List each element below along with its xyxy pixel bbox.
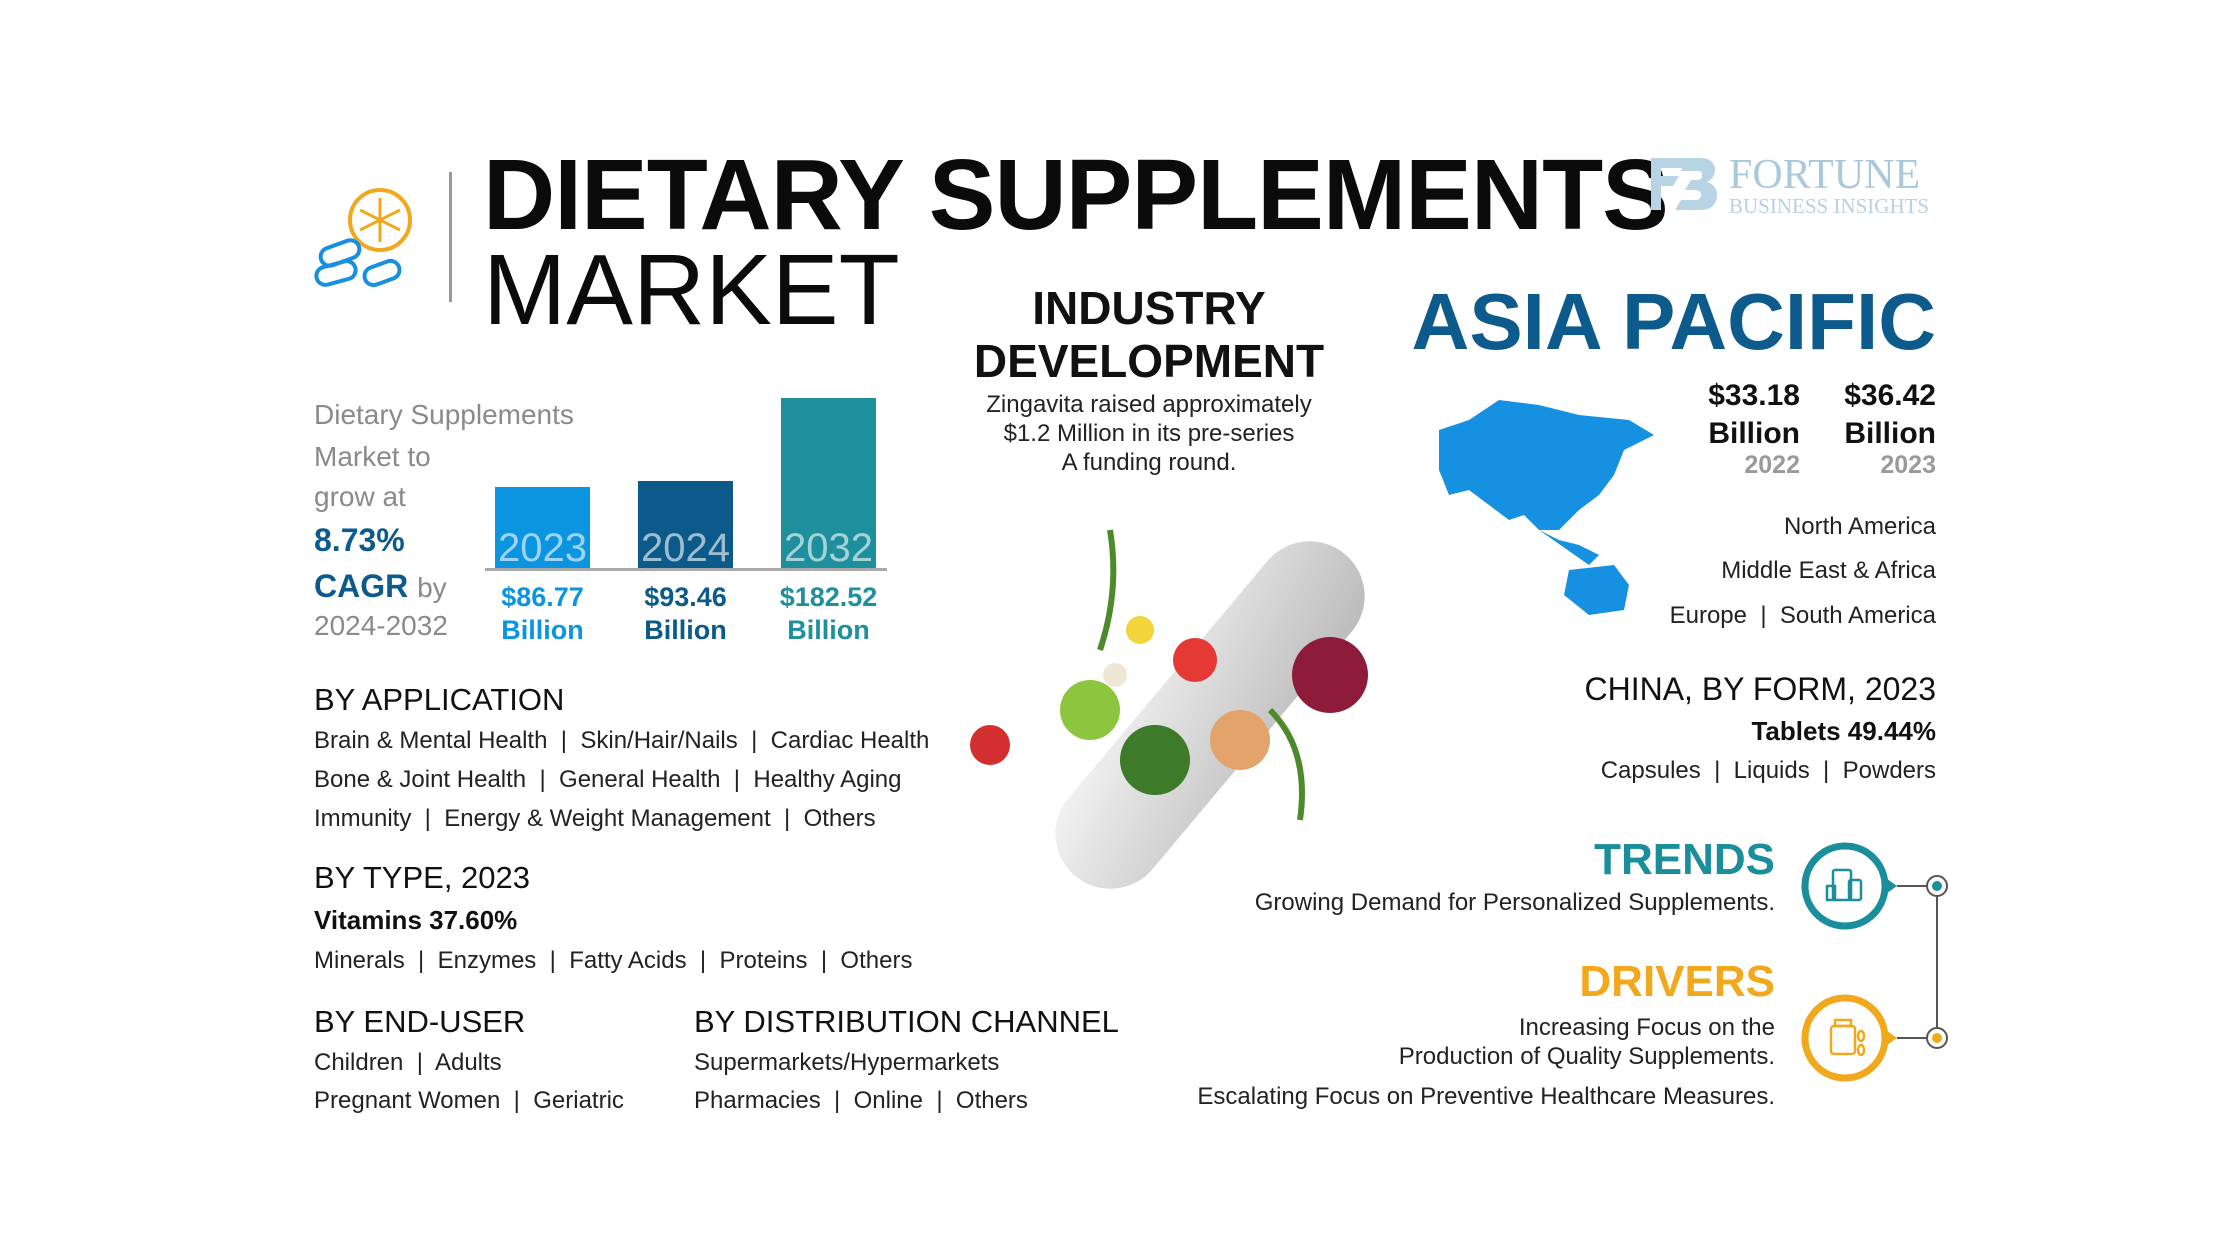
- stat-year-2022: 2022: [1744, 451, 1800, 479]
- page-title: DIETARY SUPPLEMENTS: [483, 139, 1669, 251]
- china-others: Capsules | Liquids | Powders: [1600, 757, 1936, 784]
- bar-value-label: $182.52: [779, 582, 878, 612]
- supplement-jar-icon: [1829, 1018, 1866, 1057]
- cagr-label-row: CAGR by: [314, 570, 447, 602]
- cagr-period: 2024-2032: [314, 610, 448, 641]
- cagr-label: CAGR: [314, 568, 409, 604]
- trends-title: TRENDS: [1594, 835, 1775, 884]
- distribution-line-2: Pharmacies | Online | Others: [694, 1087, 1028, 1114]
- header-divider: [449, 172, 452, 302]
- stat-value-2023: $36.42: [1844, 379, 1936, 412]
- supplement-bottles-icon: [1825, 868, 1863, 902]
- industry-title-2: DEVELOPMENT: [973, 335, 1325, 387]
- stat-year-2023: 2023: [1880, 451, 1936, 479]
- market-size-bar-chart: 2023 $86.77 Billion 2024 $93.46 Billion 2032 $1…: [485, 380, 887, 644]
- end-user-line-2: Pregnant Women | Geriatric: [314, 1087, 624, 1114]
- capsule-with-vegetables-illustration: [970, 529, 1368, 889]
- stat-value-2022: $33.18: [1708, 379, 1800, 412]
- bar-2023: 2023: [495, 487, 590, 568]
- application-line-2: Bone & Joint Health | General Health | H…: [314, 766, 902, 793]
- bar-value-label: $86.77: [501, 582, 584, 612]
- distribution-title: BY DISTRIBUTION CHANNEL: [694, 1004, 1119, 1039]
- type-title: BY TYPE, 2023: [314, 860, 531, 895]
- cagr-value: 8.73%: [314, 522, 405, 558]
- industry-title-1: INDUSTRY: [1032, 282, 1266, 334]
- region-other-1: North America: [1783, 513, 1936, 540]
- drivers-text-1: Increasing Focus on the: [1518, 1014, 1775, 1041]
- industry-text-1: Zingavita raised approximately: [986, 391, 1312, 418]
- asia-pacific-map: [1439, 400, 1654, 615]
- bar-unit-label: Billion: [644, 615, 727, 645]
- timeline-connector: [1801, 842, 1948, 1082]
- supplements-logo-icon: [314, 188, 412, 288]
- brand-name: FORTUNE: [1729, 152, 1921, 198]
- drivers-title: DRIVERS: [1579, 957, 1775, 1006]
- bar-value-label: $93.46: [644, 582, 727, 612]
- application-line-3: Immunity | Energy & Weight Management | …: [314, 805, 876, 832]
- china-title: CHINA, BY FORM, 2023: [1584, 671, 1936, 707]
- growth-text-3: grow at: [314, 481, 406, 512]
- region-other-2: Middle East & Africa: [1721, 557, 1936, 584]
- chart-baseline: [485, 568, 887, 571]
- application-title: BY APPLICATION: [314, 682, 565, 717]
- region-other-3: Europe | South America: [1669, 602, 1936, 629]
- end-user-line-1: Children | Adults: [314, 1049, 502, 1076]
- industry-text-2: $1.2 Million in its pre-series: [1003, 420, 1295, 447]
- application-line-1: Brain & Mental Health | Skin/Hair/Nails …: [314, 727, 930, 754]
- bar-unit-label: Billion: [501, 615, 584, 645]
- distribution-line-1: Supermarkets/Hypermarkets: [694, 1049, 1000, 1076]
- bar-2024: 2024: [638, 480, 733, 570]
- end-user-title: BY END-USER: [314, 1004, 526, 1039]
- drivers-text-3: Escalating Focus on Preventive Healthcar…: [1197, 1083, 1775, 1110]
- region-title: ASIA PACIFIC: [1411, 277, 1936, 366]
- bar-2032: 2032: [781, 398, 876, 568]
- industry-text-3: A funding round.: [1061, 449, 1237, 476]
- brand-logo: FORTUNE BUSINESS INSIGHTS: [1647, 152, 1947, 217]
- type-highlight: Vitamins 37.60%: [314, 905, 518, 935]
- stat-unit-2023: Billion: [1844, 417, 1936, 450]
- brand-tagline: BUSINESS INSIGHTS: [1729, 194, 1930, 218]
- bar-year-label: 2032: [784, 526, 873, 570]
- cagr-by: by: [417, 572, 447, 603]
- china-highlight: Tablets 49.44%: [1751, 716, 1936, 746]
- growth-text-1: Dietary Supplements: [314, 399, 574, 430]
- bar-year-label: 2024: [641, 525, 730, 570]
- drivers-text-2: Production of Quality Supplements.: [1398, 1043, 1775, 1070]
- bar-unit-label: Billion: [787, 615, 870, 645]
- fb-monogram-icon: [1651, 158, 1717, 210]
- type-others: Minerals | Enzymes | Fatty Acids | Prote…: [314, 947, 913, 974]
- page-subtitle: MARKET: [483, 234, 900, 346]
- stat-unit-2022: Billion: [1708, 417, 1800, 450]
- bar-year-label: 2023: [498, 525, 587, 570]
- trends-text: Growing Demand for Personalized Suppleme…: [1254, 889, 1775, 916]
- growth-text-2: Market to: [314, 441, 431, 472]
